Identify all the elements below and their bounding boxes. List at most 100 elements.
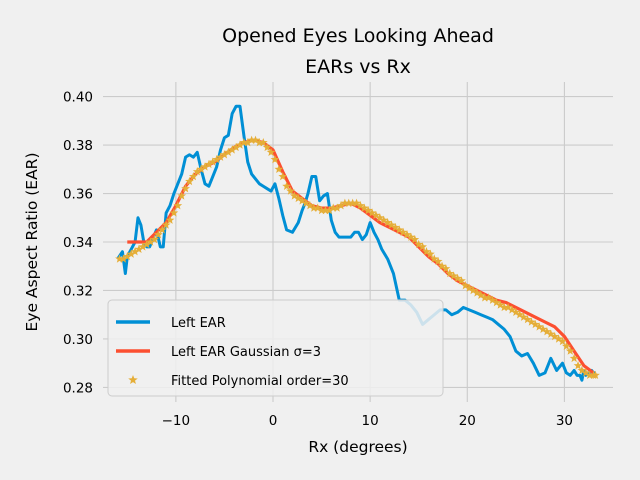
series-point [359,203,369,212]
chart-subtitle: EARs vs Rx [305,56,411,78]
series-point [495,300,505,309]
series-point [119,254,128,263]
series-point [134,244,144,253]
series-point [154,230,163,239]
series-point [449,271,459,280]
x-tick-label: 20 [459,413,476,429]
series-point [565,346,575,355]
series-point [383,218,392,227]
series-point [247,135,256,144]
series-point [324,205,334,215]
series-point [406,232,416,241]
y-tick-label: 0.30 [63,332,93,348]
tick-labels: −10 0 10 20 30 0.28 0.30 0.32 0.34 0.36 0.38 0.40 [63,90,573,429]
series-point [305,201,315,210]
series-point [258,138,268,147]
series-point [464,283,474,292]
series-point [138,242,148,251]
series-point [173,201,183,210]
x-tick-label: −10 [162,413,191,429]
series-point [200,162,210,171]
series-point [550,331,560,341]
series-point [297,196,307,205]
series-point [157,225,167,234]
series-point [332,203,342,212]
series-point [348,198,358,207]
series-point [122,251,132,261]
series-point [426,249,435,258]
series-point [169,208,179,217]
series-point [363,205,373,215]
series-point [569,353,579,363]
series-point [515,310,525,319]
legend-box [107,299,444,397]
series-point [503,302,513,312]
series-point [317,205,326,215]
series-point [542,327,552,336]
series-point [484,293,494,302]
legend: Left EAR Left EAR Gaussian σ=3 Fitted Poly… [107,299,444,397]
series-point [255,138,264,147]
series-point [115,254,124,263]
series-point [251,135,260,144]
series-point [562,341,571,350]
legend-label: Left EAR Gaussian σ=3 [171,345,321,360]
series-point [472,288,482,297]
series-point [262,142,272,152]
series-point [313,203,323,212]
series-point [457,276,466,285]
series-point [185,176,194,186]
series-point [212,154,222,164]
y-axis-label: Eye Aspect Ratio (EAR) [23,153,41,332]
series-point [243,138,253,147]
series-point [519,312,528,321]
series-point [422,247,431,256]
y-tick-label: 0.38 [63,138,93,154]
y-tick-label: 0.32 [63,283,93,299]
series-point [231,142,241,152]
series-point [499,302,509,312]
series-point [476,290,486,300]
legend-swatch [128,375,138,385]
series-point [278,171,288,181]
series-point [554,334,563,343]
series-point [161,220,171,229]
series-point [181,184,190,193]
series-point [235,140,245,149]
series-point [429,254,439,263]
x-axis-label: Rx (degrees) [308,438,407,456]
series-point [216,152,225,161]
series-point [538,324,548,333]
series-point [340,198,350,207]
series-point [290,191,299,200]
series-point [453,273,462,283]
series-point [468,285,478,295]
series-point [177,191,187,200]
y-tick-label: 0.34 [63,235,93,251]
series-point [441,264,451,273]
series-point [352,198,361,207]
series-point [336,201,346,210]
series-point [192,167,202,176]
series-point [286,186,295,195]
series-point [208,157,218,166]
series-point [282,181,291,190]
series-point [356,201,365,210]
series-point [527,317,536,326]
series-point [367,208,377,217]
series-point [402,230,412,239]
x-tick-label: 10 [362,413,379,429]
x-tick-label: 30 [556,413,573,429]
series-point [126,249,136,258]
series-point [379,215,389,224]
series-point [581,368,591,377]
series-point [433,256,443,266]
series-point [188,171,198,181]
series-point [391,222,400,232]
series-point [220,150,229,159]
series-point [577,365,587,375]
series-point [507,305,517,314]
x-tick-label: 0 [269,413,278,429]
legend-label: Left EAR [171,316,226,331]
